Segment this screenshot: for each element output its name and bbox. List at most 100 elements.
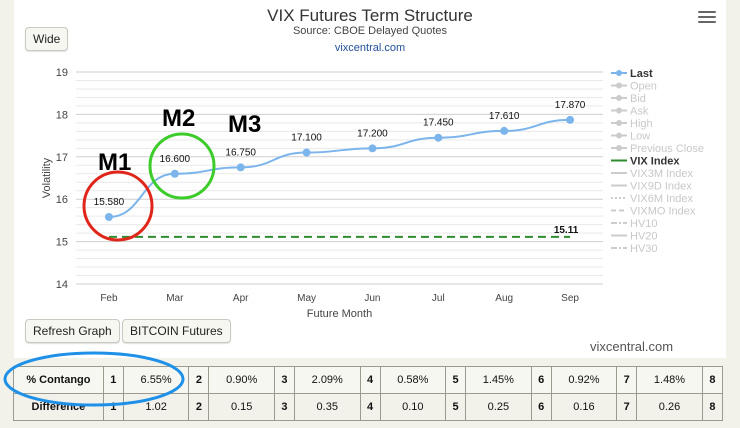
y-tick-label: 17	[56, 152, 68, 164]
x-tick-label: Jun	[364, 293, 380, 304]
bitcoin-futures-button[interactable]: BITCOIN Futures	[122, 319, 231, 343]
last-data-label: 17.450	[423, 118, 454, 129]
y-tick-label: 15	[56, 237, 68, 249]
legend-item-label: Low	[630, 131, 650, 143]
legend-symbol-dot	[616, 145, 622, 151]
row-header: % Contango	[13, 366, 104, 394]
last-data-point	[104, 213, 113, 222]
month-index-cell: 8	[701, 393, 724, 421]
legend-item-label: HV20	[630, 231, 658, 243]
last-data-point	[236, 163, 245, 172]
legend-item-label: Bid	[630, 93, 646, 105]
y-tick-label: 18	[56, 109, 68, 121]
value-cell: 0.92%	[550, 366, 618, 394]
last-data-point	[434, 133, 443, 142]
month-index-cell: 7	[616, 393, 638, 421]
legend-item-label: High	[630, 118, 653, 130]
m3-annotation: M3	[228, 111, 261, 138]
x-tick-label: Jul	[432, 293, 445, 304]
vix-index-data-label: 15.11	[554, 225, 579, 236]
month-index-cell: 4	[359, 366, 381, 394]
month-index-cell: 4	[359, 393, 381, 421]
legend-symbol-dot	[616, 132, 622, 139]
month-index-cell: 5	[445, 366, 467, 394]
legend-item-label: HV10	[630, 218, 658, 230]
value-cell: 0.15	[208, 393, 275, 421]
m2-highlight-circle	[148, 132, 216, 200]
x-tick-label: Apr	[233, 293, 249, 304]
last-data-label: 16.750	[225, 147, 256, 158]
month-index-cell: 6	[530, 366, 552, 394]
footer-site-label: vixcentral.com	[590, 339, 674, 354]
month-index-cell: 1	[102, 393, 124, 421]
last-data-label: 15.580	[94, 197, 125, 208]
legend-symbol-dot	[616, 120, 622, 126]
month-index-cell: 2	[188, 393, 210, 421]
last-data-label: 17.610	[489, 111, 520, 122]
legend-item-label: Last	[630, 68, 653, 80]
legend-symbol-dot	[616, 82, 622, 89]
value-cell: 0.10	[379, 393, 447, 421]
legend-item-label: VIXMO Index	[630, 206, 696, 218]
last-data-label: 17.100	[291, 133, 322, 144]
value-cell: 0.58%	[379, 366, 447, 394]
chart-plot: 14 15 16 17 18 19 Feb Mar Apr May Jun Jul Aug Sep Futu…	[41, 67, 704, 320]
legend-symbol-dot	[616, 95, 622, 101]
legend-item-label: VIX3M Index	[630, 168, 693, 180]
legend-symbol-dot	[616, 107, 622, 114]
month-index-cell: 6	[530, 393, 552, 421]
legend-item-label: Ask	[630, 106, 649, 118]
m1-highlight-circle	[82, 170, 154, 242]
legend-symbol-dot	[616, 70, 622, 76]
value-cell: 1.45%	[465, 366, 532, 394]
last-data-point	[566, 115, 575, 124]
x-tick-label: Sep	[561, 293, 579, 304]
legend-item-label: Open	[630, 81, 657, 93]
value-cell: 0.25	[465, 393, 532, 421]
x-tick-label: Aug	[495, 293, 513, 304]
y-tick-label: 14	[56, 279, 68, 291]
x-tick-label: May	[297, 293, 316, 304]
month-index-cell: 8	[701, 366, 724, 394]
value-cell: 0.90%	[208, 366, 275, 394]
table-row: % Contango 1 6.55% 2 0.90% 3 2.09% 4 0.58% 5 1.45%…	[13, 366, 724, 394]
x-axis-label: Future Month	[307, 308, 372, 320]
x-tick-label: Mar	[166, 293, 184, 304]
value-cell: 2.09%	[294, 366, 361, 394]
value-cell: 1.48%	[636, 366, 703, 394]
refresh-graph-button[interactable]: Refresh Graph	[25, 319, 120, 343]
site-link[interactable]: vixcentral.com	[334, 42, 406, 54]
wide-button[interactable]: Wide	[25, 27, 69, 51]
hamburger-menu-icon[interactable]	[698, 11, 716, 25]
legend-item-label: VIX9D Index	[630, 181, 692, 193]
value-cell: 1.02	[122, 393, 190, 421]
y-tick-label: 16	[56, 194, 68, 206]
last-data-point	[302, 148, 311, 157]
chart-container	[14, 0, 726, 358]
contango-table: % Contango 1 6.55% 2 0.90% 3 2.09% 4 0.58% 5 1.45%…	[13, 366, 724, 421]
month-index-cell: 2	[188, 366, 210, 394]
table-row: Difference 1 1.02 2 0.15 3 0.35 4 0.10 5 0.25 6 0.16…	[13, 393, 724, 421]
month-index-cell: 3	[273, 366, 296, 394]
month-index-cell: 1	[102, 366, 124, 394]
y-tick-label: 19	[56, 67, 68, 79]
m1-annotation: M1	[98, 149, 131, 176]
legend-item-label: VIX6M Index	[630, 193, 693, 205]
last-data-point	[500, 126, 509, 135]
month-index-cell: 5	[445, 393, 467, 421]
row-header: Difference	[13, 393, 104, 421]
value-cell: 6.55%	[122, 366, 190, 394]
value-cell: 0.16	[550, 393, 618, 421]
last-data-label: 17.200	[357, 128, 388, 139]
x-tick-label: Feb	[100, 293, 118, 304]
legend-item-label: HV30	[630, 243, 658, 255]
last-data-point	[368, 144, 377, 153]
last-data-label: 17.870	[555, 100, 586, 111]
m2-annotation: M2	[162, 105, 195, 132]
chart-title: VIX Futures Term Structure	[267, 6, 473, 25]
month-index-cell: 3	[273, 393, 296, 421]
legend-item-label: Previous Close	[630, 143, 704, 155]
legend-item-label: VIX Index	[630, 156, 680, 168]
value-cell: 0.26	[636, 393, 703, 421]
chart-subtitle: Source: CBOE Delayed Quotes	[292, 25, 448, 37]
